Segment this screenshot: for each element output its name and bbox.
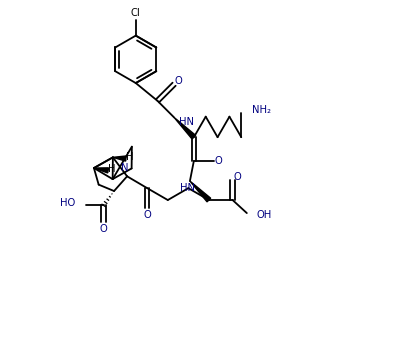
Text: O: O [143,210,151,220]
Text: O: O [234,172,241,182]
Text: HN: HN [179,117,194,127]
Polygon shape [174,117,196,139]
Text: H: H [108,164,115,174]
Text: NH₂: NH₂ [252,105,271,115]
Text: N: N [121,164,129,173]
Text: H: H [126,152,133,163]
Text: O: O [215,156,222,166]
Text: O: O [175,76,183,86]
Text: HO: HO [60,198,75,208]
Polygon shape [113,156,126,161]
Text: Cl: Cl [131,8,140,18]
Text: O: O [100,224,107,234]
Polygon shape [94,168,109,173]
Text: HN: HN [180,183,195,193]
Polygon shape [190,181,211,202]
Text: OH: OH [257,210,272,220]
